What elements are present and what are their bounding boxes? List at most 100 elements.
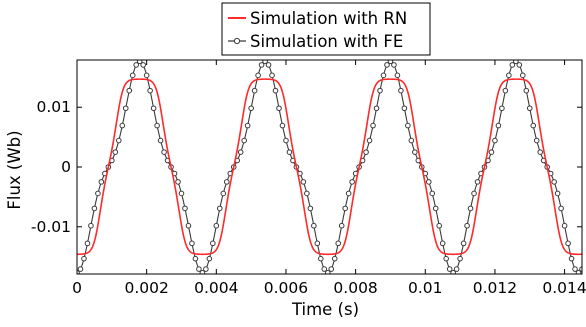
data-point: [425, 179, 432, 185]
legend-label-fe: Simulation with FE: [250, 32, 403, 51]
data-point: [502, 87, 509, 94]
data-point: [122, 105, 129, 112]
x-tick-label: 0.008: [333, 279, 377, 297]
data-point: [572, 266, 578, 272]
data-point: [77, 266, 84, 272]
data-point: [401, 105, 408, 112]
y-axis: 0.01 0 -0.01: [31, 98, 582, 236]
data-point: [84, 240, 91, 247]
data-point: [126, 87, 133, 94]
data-point: [81, 255, 87, 262]
data-point: [516, 62, 523, 68]
data-point: [216, 205, 223, 212]
legend: Simulation with RN Simulation with FE: [221, 2, 431, 56]
data-point: [248, 105, 254, 112]
data-point: [203, 266, 209, 272]
x-tick-label: 0.014: [542, 279, 586, 297]
data-point: [304, 190, 310, 197]
data-point: [513, 60, 519, 64]
data-point: [408, 137, 415, 144]
x-tick-label: 0.006: [264, 279, 308, 297]
data-point: [272, 87, 279, 94]
data-point: [314, 240, 321, 247]
data-point: [258, 62, 265, 68]
data-point: [189, 240, 195, 247]
data-point: [255, 72, 261, 79]
x-axis-title: Time (s): [291, 300, 359, 319]
data-point: [150, 105, 157, 112]
data-point: [324, 270, 331, 274]
data-point: [492, 137, 498, 144]
series-line-rn: [77, 78, 582, 256]
data-point: [377, 87, 383, 94]
x-axis: 0 0.002 0.004 0.006 0.008 0.01 0.012 0.014: [72, 60, 586, 297]
data-point: [237, 149, 244, 155]
data-point: [412, 149, 418, 155]
data-point: [509, 62, 516, 68]
data-point: [328, 266, 335, 272]
data-point: [373, 105, 380, 112]
data-point: [384, 62, 390, 68]
data-point: [387, 60, 394, 64]
x-tick-label: 0.004: [194, 279, 238, 297]
data-point: [244, 122, 251, 129]
data-point: [88, 222, 94, 229]
data-point: [568, 255, 575, 262]
data-point: [450, 270, 456, 274]
data-point: [499, 105, 505, 112]
data-point: [394, 72, 401, 79]
series-layer: [77, 60, 582, 274]
data-point: [269, 72, 275, 79]
data-point: [143, 72, 150, 79]
data-point: [551, 179, 557, 185]
data-point: [575, 270, 582, 274]
data-point: [161, 149, 167, 155]
data-point: [457, 255, 463, 262]
data-point: [178, 190, 185, 197]
data-point: [474, 179, 481, 185]
data-point: [432, 205, 439, 212]
data-point: [380, 72, 387, 79]
y-tick-label: 0: [61, 158, 71, 176]
data-point: [154, 122, 160, 129]
data-point: [136, 60, 143, 64]
data-point: [460, 240, 467, 247]
data-point: [157, 137, 164, 144]
legend-box: [221, 2, 431, 56]
data-point: [453, 266, 460, 272]
data-point: [342, 205, 348, 212]
x-tick-label: 0.002: [124, 279, 168, 297]
data-point: [206, 255, 213, 262]
data-point: [526, 105, 533, 112]
data-point: [467, 205, 474, 212]
y-axis-title: Flux (Wb): [5, 130, 24, 209]
data-point: [147, 87, 153, 94]
x-tick-label: 0.012: [473, 279, 517, 297]
data-point: [446, 266, 453, 272]
data-point: [338, 222, 345, 229]
data-point: [537, 149, 544, 155]
data-point: [405, 122, 411, 129]
data-point: [241, 137, 247, 144]
data-point: [286, 149, 293, 155]
data-point: [95, 190, 101, 197]
data-point: [317, 255, 324, 262]
data-point: [579, 266, 582, 272]
data-point: [506, 72, 512, 79]
legend-marker-fe: [233, 37, 241, 45]
data-point: [112, 149, 119, 155]
data-point: [192, 255, 199, 262]
data-point: [311, 222, 317, 229]
data-point: [210, 240, 216, 247]
data-point: [213, 222, 220, 229]
data-point: [565, 240, 571, 247]
data-point: [530, 122, 537, 129]
data-point: [91, 205, 98, 212]
data-point: [370, 122, 376, 129]
y-tick-label: -0.01: [31, 218, 71, 236]
data-point: [429, 190, 436, 197]
data-point: [391, 62, 397, 68]
data-point: [129, 72, 136, 79]
data-point: [561, 222, 568, 229]
